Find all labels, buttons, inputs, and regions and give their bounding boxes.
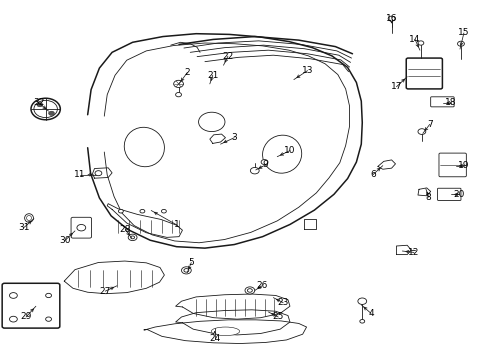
FancyBboxPatch shape: [2, 283, 60, 328]
Text: 4: 4: [368, 309, 374, 318]
Circle shape: [46, 317, 51, 321]
Text: 3: 3: [231, 133, 237, 142]
Circle shape: [198, 112, 225, 132]
Circle shape: [181, 267, 191, 274]
Text: 28: 28: [120, 225, 131, 234]
FancyBboxPatch shape: [439, 153, 466, 177]
FancyBboxPatch shape: [71, 217, 92, 238]
Ellipse shape: [211, 327, 240, 336]
Circle shape: [418, 41, 424, 45]
Circle shape: [261, 159, 268, 165]
Text: 23: 23: [277, 298, 289, 307]
Circle shape: [173, 80, 183, 87]
Circle shape: [131, 236, 135, 239]
Text: 25: 25: [272, 312, 284, 321]
Circle shape: [37, 103, 43, 107]
Text: 6: 6: [370, 170, 376, 179]
Circle shape: [9, 316, 17, 322]
Circle shape: [49, 111, 54, 116]
Text: 8: 8: [426, 193, 432, 202]
Circle shape: [140, 210, 145, 213]
Circle shape: [34, 100, 57, 118]
Circle shape: [46, 293, 51, 298]
Circle shape: [418, 129, 426, 134]
Text: 19: 19: [458, 161, 469, 170]
Text: 15: 15: [458, 28, 469, 37]
Circle shape: [360, 319, 365, 323]
Circle shape: [31, 98, 60, 120]
Text: 2: 2: [185, 68, 190, 77]
Text: 30: 30: [59, 236, 71, 245]
Circle shape: [358, 298, 367, 305]
Circle shape: [175, 93, 181, 97]
Ellipse shape: [124, 127, 165, 167]
Text: 24: 24: [209, 334, 220, 343]
FancyBboxPatch shape: [431, 97, 454, 107]
Circle shape: [128, 234, 137, 240]
Circle shape: [247, 289, 252, 292]
Text: 13: 13: [302, 66, 313, 75]
Text: 17: 17: [391, 82, 402, 91]
Circle shape: [9, 293, 17, 298]
Text: 32: 32: [33, 98, 45, 107]
Circle shape: [119, 210, 123, 213]
Text: 10: 10: [284, 146, 295, 155]
Circle shape: [245, 287, 255, 294]
Text: 18: 18: [445, 98, 457, 107]
Text: 20: 20: [453, 190, 465, 199]
Text: 26: 26: [256, 281, 268, 290]
Text: 1: 1: [174, 220, 179, 229]
Circle shape: [184, 269, 189, 272]
Text: 14: 14: [409, 35, 421, 44]
Text: 22: 22: [222, 52, 234, 61]
Circle shape: [388, 16, 395, 21]
Circle shape: [77, 225, 86, 231]
Ellipse shape: [26, 216, 31, 221]
Text: 21: 21: [207, 71, 219, 80]
Circle shape: [161, 210, 166, 213]
Text: 9: 9: [263, 161, 269, 170]
Ellipse shape: [24, 214, 33, 222]
Text: 16: 16: [386, 14, 397, 23]
FancyBboxPatch shape: [406, 58, 442, 89]
Text: 11: 11: [74, 170, 86, 179]
Text: 7: 7: [427, 120, 433, 129]
Text: 31: 31: [19, 223, 30, 232]
Circle shape: [458, 41, 465, 46]
FancyBboxPatch shape: [438, 188, 461, 201]
Circle shape: [95, 171, 102, 176]
Text: 27: 27: [99, 287, 111, 296]
Text: 5: 5: [188, 258, 194, 267]
Circle shape: [250, 167, 259, 174]
Ellipse shape: [263, 135, 302, 173]
Text: 12: 12: [408, 248, 420, 257]
Text: 29: 29: [21, 312, 32, 321]
